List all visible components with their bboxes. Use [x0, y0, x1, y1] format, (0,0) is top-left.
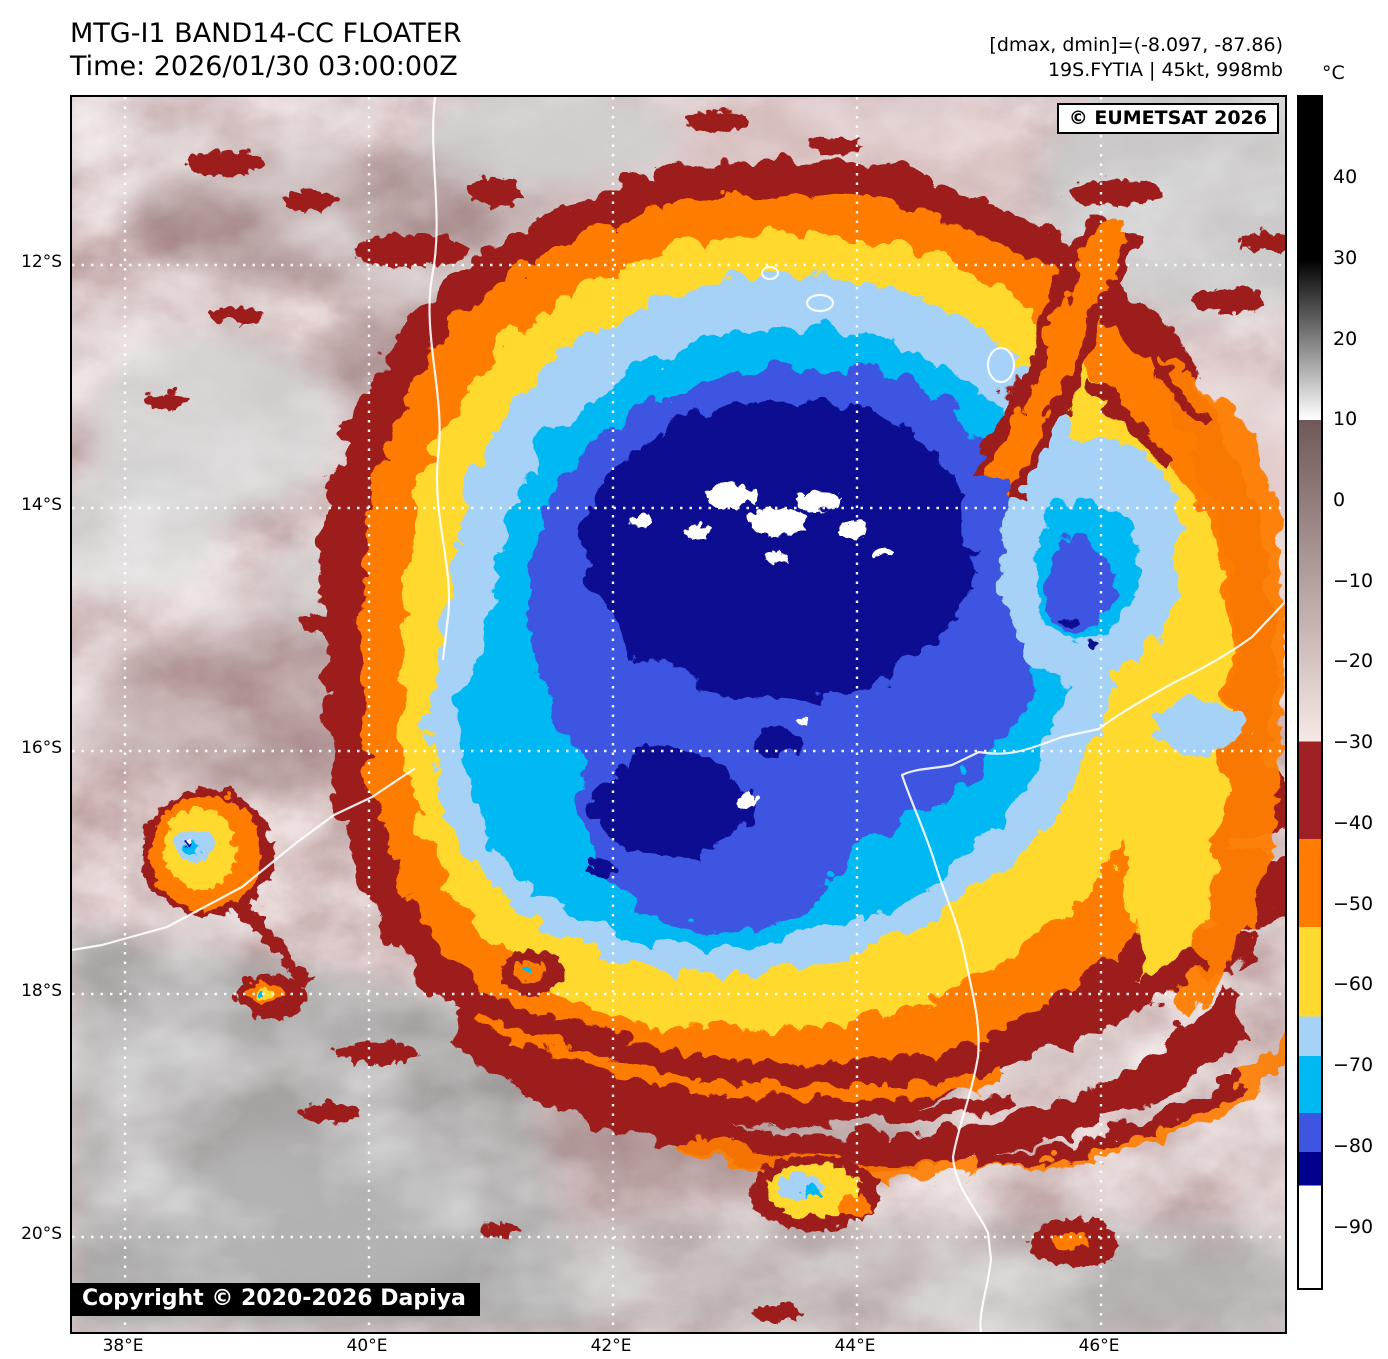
x-tick-40e: 40°E [346, 1336, 388, 1356]
cb-tick-n70: −70 [1333, 1054, 1374, 1076]
overshooting-tops [627, 480, 890, 803]
x-tick-46e: 46°E [1078, 1336, 1120, 1356]
product-title: MTG-I1 BAND14-CC FLOATER [70, 18, 462, 49]
dmax-dmin-readout: [dmax, dmin]=(-8.097, -87.86) [989, 34, 1283, 56]
eumetsat-watermark: © EUMETSAT 2026 [1056, 103, 1279, 134]
outlying-storm-cells [138, 785, 1114, 1263]
africa-coastline [428, 97, 451, 661]
cb-tick-n90: −90 [1333, 1216, 1374, 1238]
y-tick-18s: 18°S [21, 981, 62, 1001]
cb-tick-30: 30 [1333, 247, 1358, 269]
cb-tick-n80: −80 [1333, 1135, 1374, 1157]
product-title-block: MTG-I1 BAND14-CC FLOATER Time: 2026/01/3… [70, 18, 462, 84]
cb-tick-20: 20 [1333, 328, 1358, 350]
y-tick-16s: 16°S [21, 738, 62, 758]
spiral-rainbands [426, 207, 1238, 1166]
cb-tick-n10: −10 [1333, 570, 1374, 592]
coastlines [72, 97, 1285, 1332]
satellite-image [72, 97, 1285, 1332]
madagascar-coastline [900, 600, 1285, 1332]
x-tick-42e: 42°E [590, 1336, 632, 1356]
cb-tick-0: 0 [1333, 489, 1346, 511]
storm-readout: 19S.FYTIA | 45kt, 998mb [1047, 58, 1283, 81]
x-tick-44e: 44°E [834, 1336, 876, 1356]
comoros-island-outline [805, 293, 835, 313]
cb-tick-n50: −50 [1333, 893, 1374, 915]
cb-tick-10: 10 [1333, 408, 1358, 430]
y-tick-20s: 20°S [21, 1224, 62, 1244]
colorbar-unit-label: °C [1322, 62, 1345, 84]
graticule-gridlines [72, 97, 1285, 1332]
copyright-badge: Copyright © 2020-2026 Dapiya [72, 1283, 480, 1316]
mayotte-island-outline [986, 346, 1016, 384]
cb-tick-n60: −60 [1333, 973, 1374, 995]
eastern-cold-lobe [992, 438, 1238, 747]
temperature-colorbar [1297, 95, 1323, 1290]
product-info-block: [dmax, dmin]=(-8.097, -87.86) 19S.FYTIA … [989, 33, 1283, 82]
cb-tick-n40: −40 [1333, 812, 1374, 834]
cb-tick-n30: −30 [1333, 731, 1374, 753]
y-tick-14s: 14°S [21, 495, 62, 515]
comoros-island2-outline [760, 265, 780, 281]
map-area: © EUMETSAT 2026 Copyright © 2020-2026 Da… [70, 95, 1287, 1334]
cb-tick-40: 40 [1333, 166, 1358, 188]
y-tick-12s: 12°S [21, 252, 62, 272]
x-tick-38e: 38°E [102, 1336, 144, 1356]
product-time: Time: 2026/01/30 03:00:00Z [70, 50, 458, 82]
cb-tick-n20: −20 [1333, 650, 1374, 672]
cyclone-navy-core [572, 393, 966, 867]
africa-coastline-sw [72, 767, 416, 952]
